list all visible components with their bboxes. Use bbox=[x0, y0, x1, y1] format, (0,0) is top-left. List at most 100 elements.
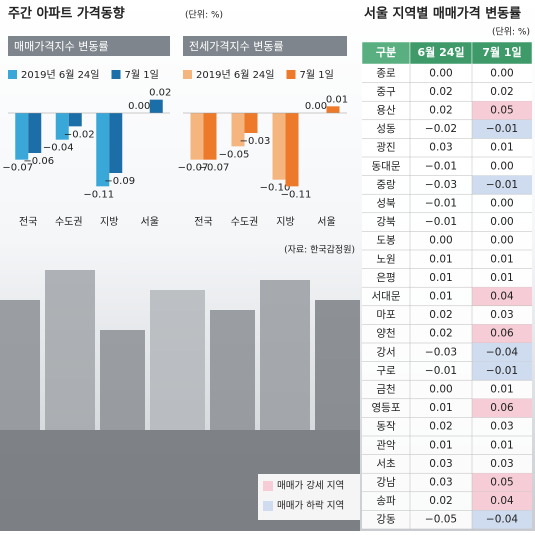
value-label: −0.09 bbox=[104, 176, 135, 187]
legend-label: 7월 1일 bbox=[300, 69, 334, 81]
value-cell: 0.02 bbox=[429, 421, 452, 433]
district-cell: 강남 bbox=[376, 477, 396, 489]
chart-title: 매매가격지수 변동률 bbox=[14, 40, 109, 53]
value-cell: 0.00 bbox=[490, 160, 513, 172]
highlight-cell bbox=[472, 175, 532, 195]
value-cell: 0.03 bbox=[490, 309, 513, 321]
value-label: −0.04 bbox=[43, 143, 74, 154]
district-cell: 용산 bbox=[376, 105, 396, 117]
highlight-cell bbox=[472, 473, 532, 492]
value-cell: −0.01 bbox=[425, 365, 457, 377]
legend-swatch bbox=[263, 481, 273, 491]
chart-title: 전세가격지수 변동률 bbox=[189, 40, 284, 53]
value-label: 0.02 bbox=[149, 88, 171, 99]
bar bbox=[203, 113, 217, 160]
value-cell: 0.06 bbox=[490, 328, 514, 340]
district-cell: 노원 bbox=[376, 253, 395, 265]
district-cell: 강북 bbox=[376, 216, 396, 228]
value-cell: 0.03 bbox=[429, 477, 452, 489]
bar bbox=[96, 113, 110, 187]
main-title: 주간 아파트 가격동향 bbox=[8, 6, 125, 22]
value-cell: −0.04 bbox=[486, 514, 518, 526]
value-cell: 0.01 bbox=[490, 142, 513, 154]
value-cell: −0.04 bbox=[486, 346, 518, 358]
value-cell: 0.04 bbox=[490, 291, 514, 303]
value-cell: 0.01 bbox=[490, 253, 513, 265]
value-cell: 0.00 bbox=[490, 216, 513, 228]
value-cell: 0.02 bbox=[429, 328, 452, 340]
x-tick-label: 전국 bbox=[194, 216, 212, 228]
district-cell: 은평 bbox=[376, 272, 395, 284]
value-label: −0.11 bbox=[281, 189, 312, 200]
x-tick-label: 수도권 bbox=[231, 216, 259, 228]
value-cell: 0.00 bbox=[490, 198, 513, 210]
value-label: −0.02 bbox=[64, 129, 95, 140]
value-cell: 0.00 bbox=[490, 67, 513, 79]
table-title: 서울 지역별 매매가격 변동률 bbox=[364, 6, 521, 22]
value-cell: 0.00 bbox=[429, 235, 452, 247]
district-cell: 금천 bbox=[376, 384, 395, 396]
highlight-cell bbox=[472, 361, 532, 381]
value-cell: −0.01 bbox=[486, 123, 518, 135]
district-cell: 구로 bbox=[376, 365, 396, 377]
value-label: −0.05 bbox=[219, 149, 250, 160]
header-text: 구분 bbox=[376, 46, 396, 59]
value-cell: 0.04 bbox=[490, 495, 514, 507]
district-cell: 도봉 bbox=[376, 235, 396, 247]
bar bbox=[231, 113, 245, 147]
value-label: 0.00 bbox=[305, 101, 327, 112]
value-cell: 0.01 bbox=[490, 272, 513, 284]
bar bbox=[55, 113, 69, 140]
legend-swatch bbox=[263, 501, 273, 511]
legend-label: 매매가 강세 지역 bbox=[277, 481, 344, 492]
legend-swatch bbox=[8, 70, 17, 79]
bar bbox=[68, 113, 82, 127]
district-cell: 서대문 bbox=[372, 291, 401, 303]
value-label: −0.07 bbox=[2, 163, 33, 174]
highlight-cell bbox=[472, 491, 532, 511]
value-cell: −0.01 bbox=[486, 179, 518, 191]
value-cell: 0.00 bbox=[429, 67, 452, 79]
value-label: −0.03 bbox=[240, 136, 271, 147]
legend-label: 매매가 하락 지역 bbox=[277, 500, 344, 512]
table-unit: (단위: %) bbox=[492, 27, 530, 38]
district-cell: 영등포 bbox=[372, 402, 401, 414]
legend-label: 7월 1일 bbox=[125, 69, 159, 81]
value-cell: −0.01 bbox=[425, 216, 457, 228]
legend-swatch bbox=[286, 70, 296, 79]
value-cell: −0.02 bbox=[425, 123, 457, 135]
bar bbox=[190, 113, 204, 160]
value-label: −0.07 bbox=[199, 163, 230, 174]
highlight-cell bbox=[472, 398, 532, 418]
district-cell: 관악 bbox=[376, 439, 396, 451]
value-cell: 0.05 bbox=[490, 477, 513, 489]
value-cell: −0.03 bbox=[425, 179, 457, 191]
value-cell: 0.00 bbox=[490, 235, 513, 247]
value-label: −0.10 bbox=[260, 183, 291, 194]
x-tick-label: 서울 bbox=[317, 216, 335, 228]
value-cell: 0.01 bbox=[429, 253, 452, 265]
district-cell: 성동 bbox=[376, 123, 396, 135]
value-cell: 0.03 bbox=[490, 421, 513, 433]
bar bbox=[326, 106, 340, 113]
x-tick-label: 지방 bbox=[100, 216, 118, 228]
district-cell: 종로 bbox=[376, 67, 396, 79]
bar bbox=[149, 99, 163, 113]
value-cell: 0.05 bbox=[490, 105, 513, 117]
value-cell: 0.01 bbox=[429, 291, 452, 303]
value-label: −0.11 bbox=[83, 189, 114, 200]
value-cell: 0.01 bbox=[429, 272, 452, 284]
header-cell bbox=[471, 41, 533, 65]
x-tick-label: 지방 bbox=[276, 216, 294, 228]
district-cell: 동대문 bbox=[372, 160, 401, 172]
source: (자료: 한국감정원) bbox=[284, 244, 355, 256]
value-cell: 0.00 bbox=[429, 384, 452, 396]
highlight-cell bbox=[472, 343, 532, 362]
legend-label: 2019년 6월 24일 bbox=[21, 69, 100, 81]
highlight-cell bbox=[472, 324, 532, 343]
highlight-cell bbox=[472, 287, 532, 306]
district-cell: 송파 bbox=[376, 495, 396, 507]
legend-swatch bbox=[111, 70, 121, 79]
value-cell: −0.01 bbox=[425, 160, 457, 172]
